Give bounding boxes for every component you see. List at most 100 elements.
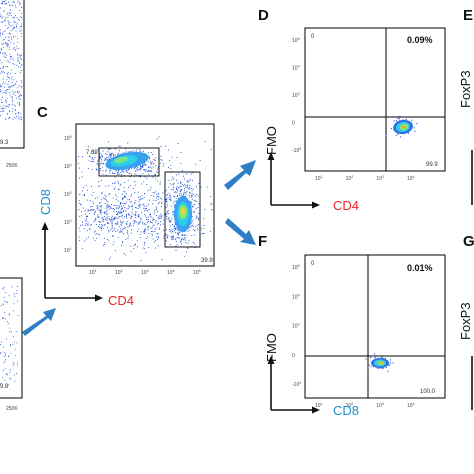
scatter-dot [374, 353, 376, 355]
scatter-dot [17, 300, 18, 302]
scatter-dot [0, 48, 2, 50]
scatter-dot [116, 210, 118, 212]
scatter-dot [135, 166, 137, 168]
scatter-dot [191, 234, 193, 237]
scatter-dot [189, 196, 191, 198]
scatter-dot [154, 247, 156, 249]
scatter-dot [6, 60, 8, 62]
scatter-dot [182, 175, 184, 177]
left-bottom-dots [0, 285, 19, 386]
scatter-dot [120, 224, 122, 226]
scatter-dot [188, 195, 190, 197]
scatter-dot [19, 67, 21, 69]
scatter-dot [8, 39, 10, 41]
scatter-dot [17, 58, 19, 60]
scatter-dot [142, 221, 144, 223]
scatter-dot [4, 53, 6, 55]
scatter-dot [105, 196, 107, 198]
panel-c-plot-frame [75, 123, 215, 267]
scatter-dot [13, 35, 15, 37]
scatter-dot [13, 361, 15, 363]
scatter-dot [100, 221, 102, 223]
scatter-dot [140, 183, 142, 185]
scatter-dot [163, 235, 165, 237]
scatter-dot [135, 184, 137, 186]
scatter-dot [174, 200, 176, 202]
scatter-dot [138, 216, 140, 218]
scatter-dot [152, 238, 154, 240]
scatter-dot [108, 231, 110, 233]
scatter-dot [171, 238, 173, 240]
scatter-dot [0, 90, 2, 92]
scatter-dot [163, 229, 165, 231]
scatter-dot [139, 167, 141, 169]
scatter-dot [144, 213, 146, 215]
scatter-dot [159, 215, 161, 217]
scatter-dot [100, 212, 102, 214]
scatter-dot [10, 331, 12, 333]
scatter-dot [88, 160, 90, 162]
scatter-dot [184, 188, 186, 190]
scatter-dot [174, 228, 176, 230]
scatter-dot [102, 220, 104, 222]
scatter-dot [211, 209, 213, 211]
scatter-dot [187, 181, 189, 183]
scatter-dot [172, 235, 174, 237]
scatter-dot [114, 187, 116, 189]
scatter-dot [110, 153, 113, 155]
scatter-dot [6, 55, 8, 57]
scatter-dot [82, 207, 84, 209]
scatter-dot [169, 225, 171, 227]
scatter-dot [9, 48, 11, 50]
scatter-dot [112, 218, 114, 220]
scatter-dot [16, 373, 17, 374]
scatter-dot [129, 222, 131, 224]
scatter-dot [105, 174, 107, 176]
scatter-dot [21, 23, 23, 25]
scatter-dot [143, 207, 145, 209]
scatter-dot [84, 210, 86, 212]
scatter-dot [126, 231, 128, 233]
scatter-dot [172, 238, 175, 240]
scatter-dot [8, 88, 10, 90]
scatter-dot [162, 165, 165, 167]
flow-arrow-to-c-shape [22, 308, 56, 336]
scatter-dot [6, 76, 8, 78]
y-tick-label: 105 [292, 264, 300, 271]
scatter-dot [371, 355, 373, 357]
scatter-dot [78, 239, 80, 242]
scatter-dot [161, 159, 163, 161]
scatter-dot [14, 22, 16, 23]
scatter-dot [96, 206, 98, 208]
scatter-dot [122, 198, 124, 200]
scatter-dot [14, 341, 16, 343]
scatter-dot [93, 213, 96, 215]
scatter-dot [150, 163, 152, 165]
flow-arrow-to-c [22, 308, 56, 336]
scatter-dot [127, 169, 129, 171]
scatter-dot [158, 227, 160, 229]
scatter-dot [18, 61, 20, 63]
scatter-dot [182, 234, 184, 236]
scatter-dot [10, 42, 12, 44]
scatter-dot [8, 104, 10, 106]
scatter-dot [183, 234, 185, 237]
scatter-dot [197, 218, 200, 220]
scatter-dot [112, 235, 114, 237]
scatter-dot [157, 211, 159, 213]
scatter-dot [99, 184, 101, 187]
scatter-dot [147, 226, 149, 228]
scatter-dot [399, 136, 402, 138]
panel-f-quad-ul: 0 [311, 261, 315, 267]
scatter-dot [196, 224, 198, 226]
scatter-dot [169, 230, 171, 233]
scatter-dot [106, 205, 108, 207]
scatter-dot [99, 227, 101, 229]
scatter-dot [19, 94, 21, 96]
scatter-dot [187, 180, 189, 182]
scatter-dot [135, 199, 137, 201]
scatter-dot [113, 155, 115, 157]
scatter-dot [102, 244, 105, 246]
scatter-dot [127, 237, 129, 240]
scatter-dot [189, 192, 191, 194]
